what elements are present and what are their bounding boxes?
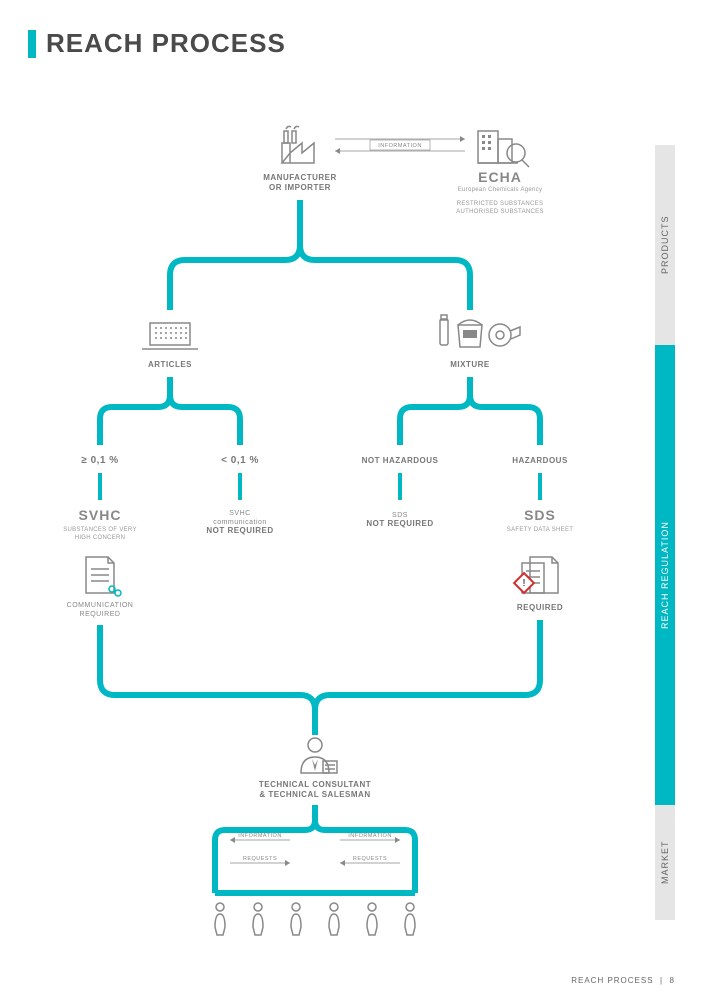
tab-market: MARKET [655, 805, 675, 920]
svhc-nr-3: NOT REQUIRED [206, 526, 273, 535]
sds-title: SDS [524, 507, 556, 523]
tab-reach: REACH REGULATION [655, 345, 675, 805]
svg-text:REQUESTS: REQUESTS [353, 856, 387, 862]
sds-document-icon: ! [514, 557, 558, 593]
comm-req-2: REQUIRED [80, 611, 121, 618]
left-exchange: INFORMATION REQUESTS [230, 833, 290, 866]
flowchart: MANUFACTURER OR IMPORTER ECHA European C… [30, 85, 630, 965]
echa-note1: RESTRICTED SUBSTANCES [457, 201, 544, 207]
svg-text:REQUESTS: REQUESTS [243, 856, 277, 862]
svg-text:INFORMATION: INFORMATION [238, 833, 282, 839]
manufacturer-label-2: OR IMPORTER [269, 183, 331, 192]
consultant-1: TECHNICAL CONSULTANT [259, 780, 371, 789]
svhc-nr-2: communication [213, 519, 267, 526]
not-haz: NOT HAZARDOUS [362, 456, 439, 465]
right-exchange: INFORMATION REQUESTS [340, 833, 400, 866]
footer-label: REACH PROCESS [571, 976, 653, 985]
svhc-sub2: HIGH CONCERN [75, 535, 126, 541]
haz: HAZARDOUS [512, 456, 568, 465]
threshold-lt: < 0,1 % [221, 455, 259, 466]
sds-nr-2: NOT REQUIRED [366, 519, 433, 528]
page-title: REACH PROCESS [46, 28, 286, 59]
side-tabs: PRODUCTS REACH REGULATION MARKET [655, 145, 675, 920]
mixture-icon [440, 315, 520, 347]
echa-icon [478, 131, 529, 167]
consultant-icon [301, 738, 337, 773]
svhc-title: SVHC [79, 507, 122, 523]
page-title-wrap: REACH PROCESS [28, 28, 286, 59]
footer-page: 8 [670, 976, 675, 985]
echa-note2: AUTHORISED SUBSTANCES [456, 209, 544, 215]
sds-nr-1: SDS [392, 512, 408, 519]
svhc-sub1: SUBSTANCES OF VERY [63, 527, 137, 533]
svhc-nr-1: SVHC [229, 510, 250, 517]
threshold-gte: ≥ 0,1 % [81, 455, 118, 466]
info-exchange-label: INFORMATION [378, 143, 422, 149]
title-accent-bar [28, 30, 36, 58]
manufacturer-label-1: MANUFACTURER [263, 173, 337, 182]
sds-sub: SAFETY DATA SHEET [507, 527, 573, 533]
sds-req: REQUIRED [517, 603, 563, 612]
svg-text:!: ! [523, 578, 526, 589]
consultant-2: & TECHNICAL SALESMAN [259, 790, 370, 799]
people-icons [215, 903, 415, 935]
articles-label: ARTICLES [148, 360, 192, 369]
svg-text:INFORMATION: INFORMATION [348, 833, 392, 839]
echa-sub: European Chemicals Agency [458, 187, 543, 193]
svhc-document-icon [86, 557, 121, 596]
factory-icon [282, 126, 314, 163]
articles-icon [142, 323, 198, 349]
comm-req-1: COMMUNICATION [67, 602, 134, 609]
mixture-label: MIXTURE [450, 360, 490, 369]
footer: REACH PROCESS | 8 [571, 976, 675, 985]
tab-products: PRODUCTS [655, 145, 675, 345]
information-exchange: INFORMATION [335, 136, 465, 154]
echa-title: ECHA [478, 169, 522, 185]
